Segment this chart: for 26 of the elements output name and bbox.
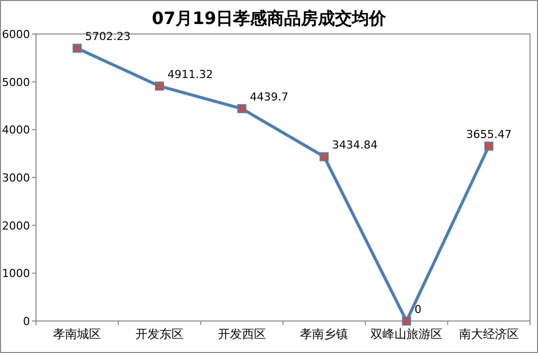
data-label: 3434.84: [332, 138, 378, 152]
x-tick-label: 开发西区: [218, 327, 266, 341]
point: [155, 82, 164, 91]
data-label: 0: [414, 303, 422, 316]
chart-title: 07月19日孝感商品房成交均价: [152, 9, 388, 29]
y-tick-label: 2000: [2, 219, 30, 232]
y-tick-label: 6000: [2, 28, 30, 41]
point: [402, 316, 411, 326]
data-label: 4911.32: [168, 68, 213, 82]
data-label: 5702.23: [85, 30, 131, 44]
point: [484, 142, 494, 151]
x-tick-label: 双峰山旅游区: [370, 327, 442, 341]
data-label: 4439.7: [250, 90, 288, 104]
point: [237, 104, 246, 114]
y-tick-label: 1000: [2, 267, 30, 280]
x-tick-label: 孝南城区: [53, 327, 102, 341]
point: [320, 152, 329, 162]
y-tick-label: 4000: [2, 124, 30, 137]
data-label: 3655.47: [466, 128, 512, 142]
y-tick-label: 3000: [2, 172, 30, 184]
x-tick-label: 孝南乡镇: [300, 327, 348, 341]
y-tick-label: 5000: [2, 76, 30, 89]
y-tick-label: 0: [23, 315, 30, 328]
x-tick-label: 开发东区: [136, 327, 184, 341]
point: [72, 44, 82, 53]
x-tick-label: 南大经济区: [458, 327, 519, 341]
